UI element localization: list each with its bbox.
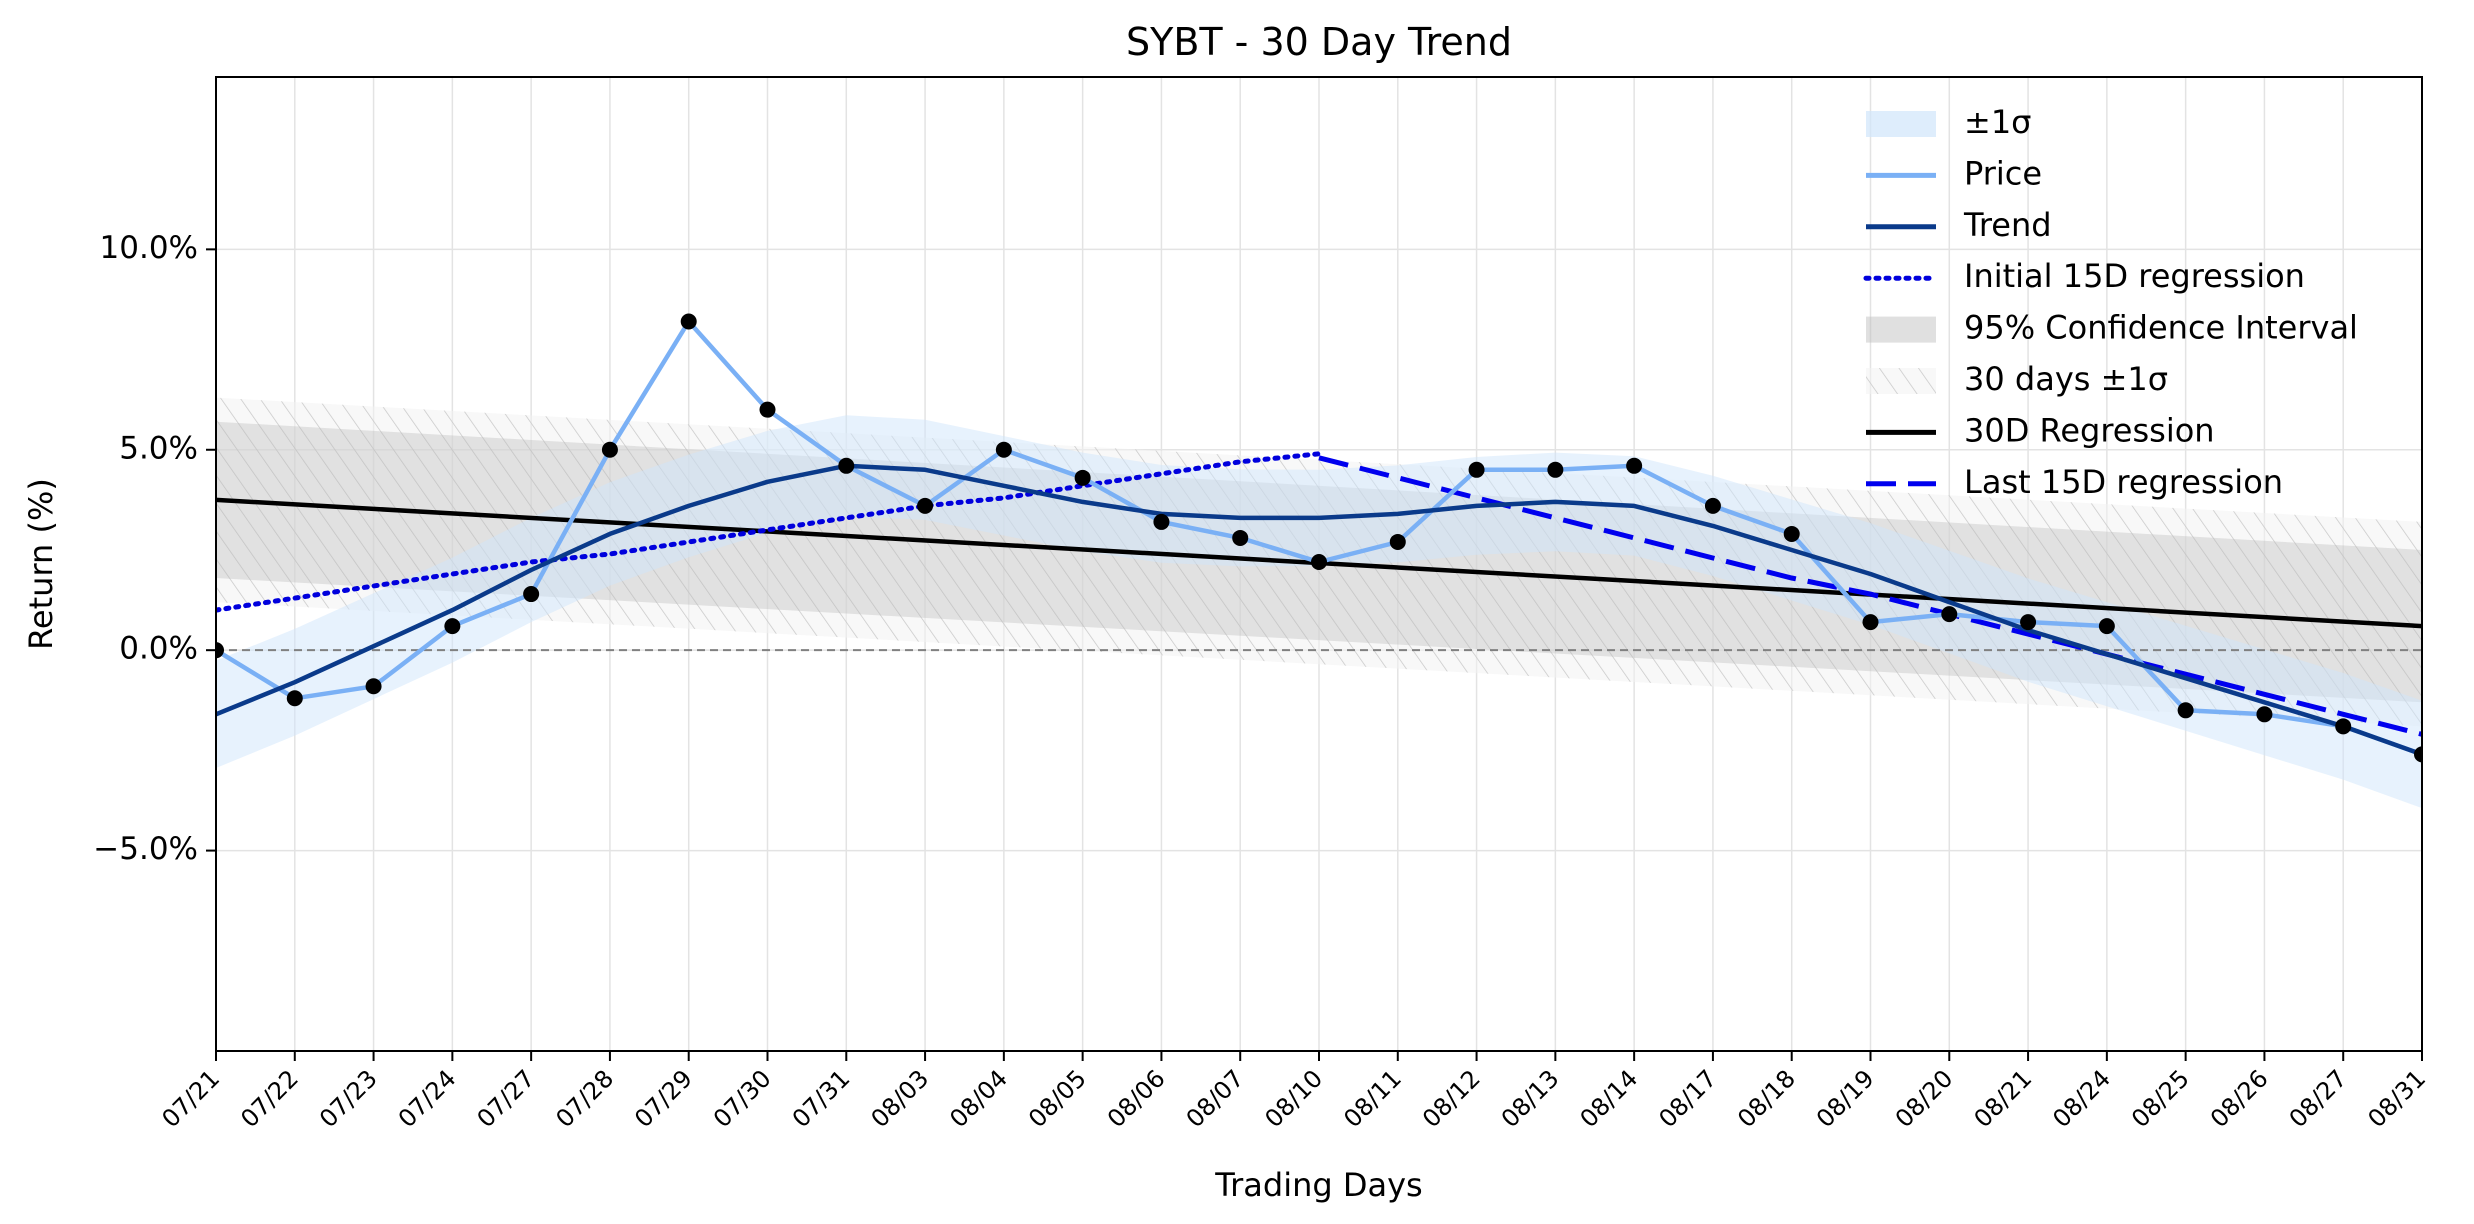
price-point (365, 678, 382, 695)
price-point (2020, 614, 2037, 631)
sigma-band (216, 415, 2422, 809)
price-point (523, 586, 540, 603)
price-point (1547, 461, 1564, 478)
x-tick-label: 08/17 (1653, 1064, 1722, 1133)
x-tick-label: 08/26 (2205, 1064, 2274, 1133)
price-point (1311, 553, 1327, 570)
initial-15d-regression-line (216, 451, 1322, 613)
x-tick-label: 07/23 (314, 1064, 383, 1133)
legend-label: Last 15D regression (1964, 463, 2283, 501)
x-tick-label: 08/10 (1259, 1064, 1328, 1133)
price-point (2256, 706, 2273, 723)
x-tick-label: 08/25 (2126, 1064, 2195, 1133)
price-point (1232, 529, 1249, 546)
legend: ±1σ Price Trend Initial 15D regression 95% C… (1863, 103, 2358, 501)
legend-label: 30D Regression (1964, 411, 2215, 449)
x-tick-label: 08/21 (1969, 1064, 2038, 1133)
x-tick-label: 08/18 (1732, 1064, 1801, 1133)
x-tick-label: 07/22 (235, 1064, 304, 1133)
y-axis-label: Return (%) (22, 478, 60, 650)
price-point (2098, 618, 2115, 635)
price-point (1153, 513, 1170, 530)
price-point (995, 441, 1012, 458)
legend-label: 30 days ±1σ (1964, 360, 2168, 398)
trend-line (216, 463, 2422, 757)
x-tick-label: 08/05 (1023, 1064, 1092, 1133)
x-tick-label: 08/04 (944, 1064, 1013, 1133)
price-point (601, 441, 618, 458)
x-tick-label: 08/31 (2362, 1064, 2431, 1133)
x-tick-label: 08/11 (1338, 1064, 1407, 1133)
price-point (680, 313, 697, 330)
x-tick-label: 07/27 (472, 1064, 541, 1133)
legend-swatch (1866, 111, 1936, 137)
price-point (286, 690, 303, 707)
price-point (216, 642, 224, 659)
y-tick-label: 10.0% (100, 230, 198, 266)
y-tick-label: 5.0% (119, 430, 198, 466)
x-tick-label: 07/21 (156, 1064, 225, 1133)
y-axis: −5.0% 0.0% 5.0% 10.0% (93, 230, 216, 867)
x-tick-label: 08/27 (2284, 1064, 2353, 1133)
x-tick-label: 08/06 (1102, 1064, 1171, 1133)
x-tick-label: 08/20 (1890, 1064, 1959, 1133)
price-point (1626, 457, 1643, 474)
x-tick-label: 08/24 (2047, 1064, 2116, 1133)
x-axis: 07/21 07/22 07/23 07/24 07/27 07/28 07/29 07/30… (156, 1051, 2431, 1133)
legend-label: Initial 15D regression (1964, 257, 2305, 295)
price-point (1074, 469, 1091, 486)
price-point (2414, 746, 2422, 763)
x-tick-label: 08/12 (1417, 1064, 1486, 1133)
price-point (838, 457, 855, 474)
price-point (917, 497, 934, 514)
price-point (1941, 606, 1958, 623)
x-axis-label: Trading Days (1214, 1166, 1422, 1204)
price-point (444, 618, 461, 635)
y-tick-label: 0.0% (119, 631, 198, 667)
price-point (1389, 533, 1406, 550)
price-point (1783, 525, 1800, 542)
x-tick-label: 07/29 (629, 1064, 698, 1133)
x-tick-label: 08/13 (1496, 1064, 1565, 1133)
legend-swatch (1866, 368, 1936, 394)
x-tick-label: 07/24 (393, 1064, 462, 1133)
price-point (2177, 702, 2194, 719)
price-point (1468, 461, 1485, 478)
legend-label: ±1σ (1964, 103, 2031, 141)
price-point (759, 401, 776, 418)
plot-area (216, 313, 2422, 809)
x-tick-label: 08/07 (1181, 1064, 1250, 1133)
x-tick-label: 07/30 (708, 1064, 777, 1133)
y-tick-label: −5.0% (93, 831, 198, 867)
x-tick-label: 07/31 (787, 1064, 856, 1133)
x-tick-label: 08/14 (1575, 1064, 1644, 1133)
legend-swatch (1866, 316, 1936, 343)
chart-title: SYBT - 30 Day Trend (1126, 20, 1512, 64)
x-tick-label: 08/19 (1811, 1064, 1880, 1133)
x-tick-label: 08/03 (866, 1064, 935, 1133)
price-point (2335, 718, 2352, 735)
x-tick-label: 07/28 (550, 1064, 619, 1133)
legend-label: Price (1964, 154, 2042, 192)
legend-label: 95% Confidence Interval (1964, 309, 2358, 347)
price-point (1862, 614, 1879, 631)
price-point (1704, 497, 1721, 514)
legend-label: Trend (1963, 206, 2052, 244)
